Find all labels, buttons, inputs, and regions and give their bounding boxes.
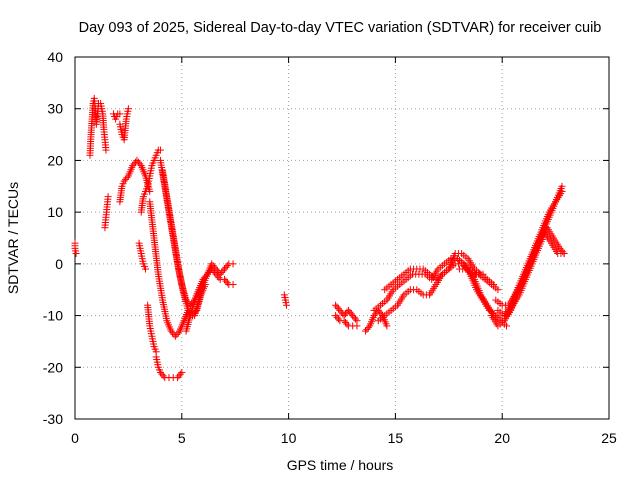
data-point [221, 275, 229, 283]
data-point [333, 303, 341, 311]
data-point [116, 110, 124, 118]
data-point [383, 322, 391, 330]
data-point [223, 262, 231, 270]
data-point [136, 160, 144, 168]
data-point [129, 162, 137, 170]
data-point [376, 308, 384, 316]
data-point [174, 374, 182, 382]
data-point [352, 315, 360, 323]
data-point [175, 372, 183, 380]
data-point [363, 325, 371, 333]
data-point [102, 146, 110, 154]
data-point [156, 368, 164, 376]
axis-ticks: 0 5 10 15 20 25 -30 -20 -10 0 10 20 30 40 [43, 49, 617, 446]
data-point [282, 301, 290, 309]
data-point [347, 310, 355, 318]
data-point [223, 279, 231, 287]
data-point [173, 331, 181, 339]
y-tick-label: 0 [55, 256, 63, 272]
x-tick-label: 20 [494, 430, 510, 446]
x-tick-label: 15 [388, 430, 404, 446]
data-point [350, 313, 358, 321]
data-point [133, 156, 141, 164]
data-point [222, 263, 230, 271]
data-points [71, 94, 568, 382]
plot-frame [74, 56, 610, 420]
data-point [124, 105, 132, 113]
data-point [364, 324, 372, 332]
data-point [122, 175, 130, 183]
data-point [120, 177, 128, 185]
data-point [212, 265, 220, 273]
data-point [494, 286, 502, 294]
x-tick-label: 0 [71, 430, 79, 446]
y-tick-label: -30 [43, 411, 63, 427]
data-point [560, 250, 568, 258]
data-point [208, 260, 216, 268]
y-tick-label: 40 [47, 49, 63, 65]
x-tick-label: 25 [601, 430, 617, 446]
data-point [218, 268, 226, 276]
data-point [334, 315, 342, 323]
data-point [222, 277, 230, 285]
data-point [104, 193, 112, 201]
data-point [332, 301, 340, 309]
data-point [174, 329, 182, 337]
data-point [340, 317, 348, 325]
data-point [141, 265, 149, 273]
x-axis-label: GPS time / hours [287, 457, 394, 473]
data-point [134, 158, 142, 166]
data-point [556, 244, 564, 252]
data-point [171, 332, 179, 340]
data-point [176, 370, 184, 378]
data-point [158, 370, 166, 378]
x-tick-label: 10 [281, 430, 297, 446]
data-point [229, 260, 237, 268]
data-point [342, 318, 350, 326]
data-point [558, 187, 566, 195]
y-tick-label: -10 [43, 308, 63, 324]
data-point [211, 263, 219, 271]
data-point [559, 248, 567, 256]
data-point [209, 262, 217, 270]
x-tick-label: 5 [178, 430, 186, 446]
data-point [159, 372, 167, 380]
data-point [123, 174, 131, 182]
data-point [502, 322, 510, 330]
data-point [333, 313, 341, 321]
data-point [353, 322, 361, 330]
data-point [346, 308, 354, 316]
data-point [343, 320, 351, 328]
data-point [178, 368, 186, 376]
data-point [229, 281, 237, 289]
chart-title: Day 093 of 2025, Sidereal Day-to-day VTE… [79, 20, 602, 36]
y-tick-label: 20 [47, 152, 63, 168]
data-point [72, 250, 80, 258]
data-point [216, 270, 224, 278]
y-tick-label: -20 [43, 359, 63, 375]
data-point [336, 306, 344, 314]
data-point [167, 327, 175, 335]
y-tick-label: 10 [47, 204, 63, 220]
grid-lines [75, 57, 609, 419]
data-point [349, 312, 357, 320]
data-point [361, 327, 369, 335]
data-point [221, 265, 229, 273]
data-point [332, 312, 340, 320]
data-point [334, 305, 342, 313]
data-point [156, 146, 164, 154]
y-axis-label: SDTVAR / TECUs [5, 182, 21, 294]
data-point [219, 267, 227, 275]
y-tick-label: 30 [47, 101, 63, 117]
data-point [344, 306, 352, 314]
